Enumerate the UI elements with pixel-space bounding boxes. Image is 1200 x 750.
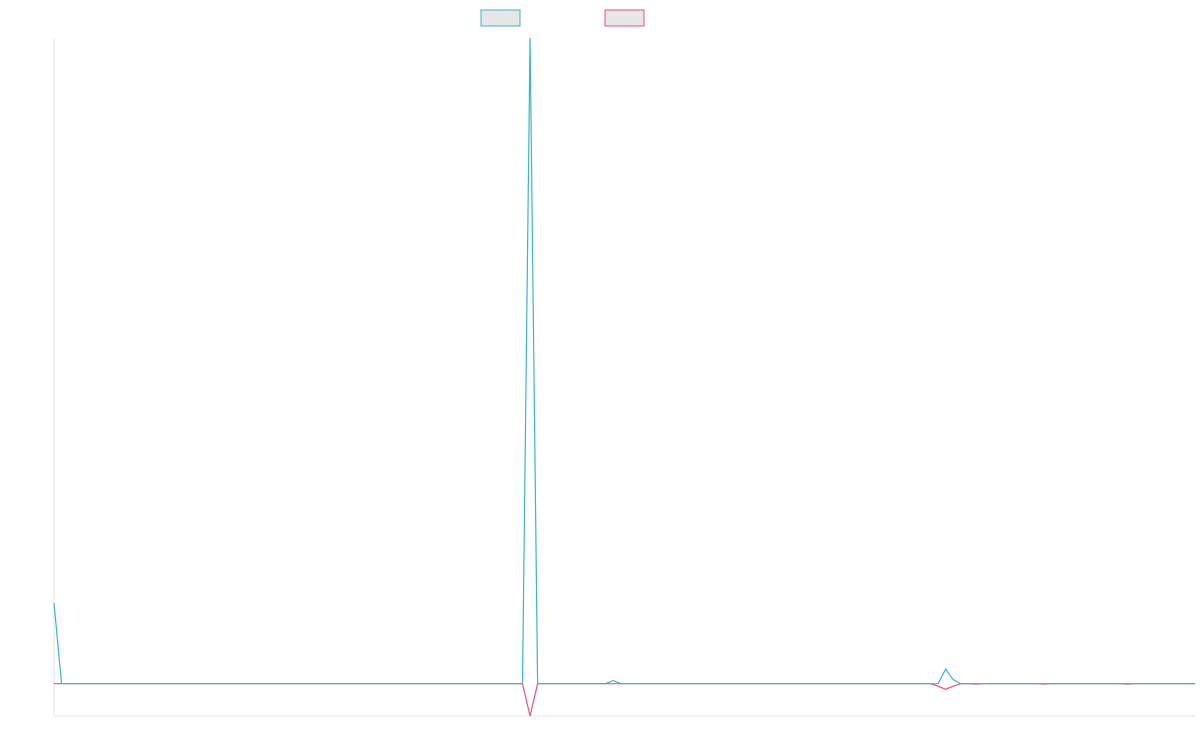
axes <box>53 38 1195 717</box>
series-layer <box>53 37 1195 717</box>
legend-swatch-2 <box>604 9 645 27</box>
legend <box>480 9 645 27</box>
series-line-1 <box>53 37 1195 685</box>
legend-swatch-1 <box>480 9 521 27</box>
series-line-2 <box>54 683 1195 717</box>
